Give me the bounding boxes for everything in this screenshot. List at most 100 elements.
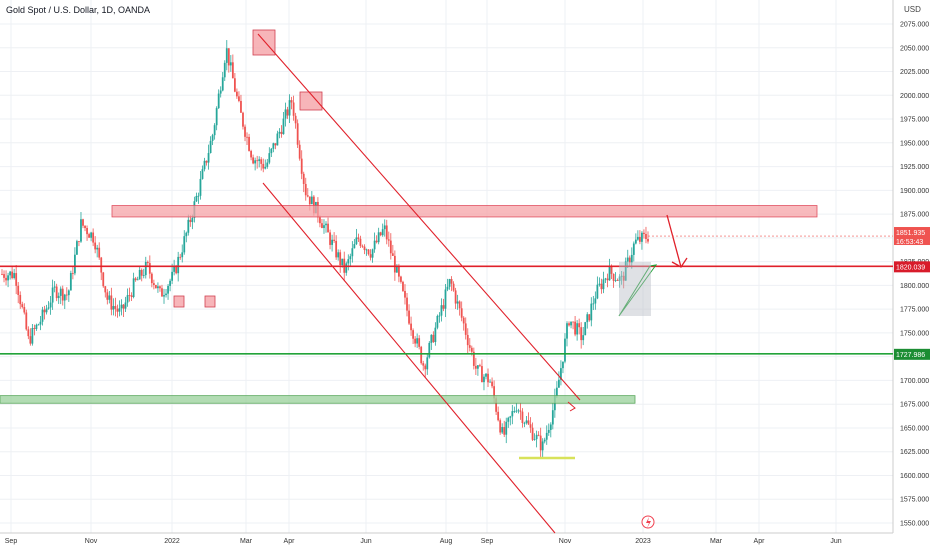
candle-body [161,288,163,297]
candle-body [618,276,621,281]
candle-body [213,125,216,136]
candle-body [582,335,585,341]
candle-body [146,261,149,264]
channel-upper-line [257,33,581,401]
candle-body [98,247,101,258]
candle-body [15,273,18,286]
candle-body [430,334,433,343]
candle-body [39,321,42,325]
candle-body [82,219,84,226]
candle-body [45,308,48,313]
candle-body [442,305,445,309]
candle-body [78,241,80,242]
candle-body [11,271,14,279]
candle-body [426,357,429,370]
candle-body [541,441,544,451]
projection-arrow-head [671,257,688,268]
candle-body [294,115,297,124]
candle-body [167,285,169,294]
time-tick-label: Mar [240,538,253,545]
candle-body [446,286,449,290]
candle-body [529,424,532,428]
candle-body [327,223,329,233]
candle-body [414,338,417,344]
candle-body [102,272,105,287]
candle-body [614,280,617,281]
candle-body [71,272,74,274]
candle-body [19,294,22,305]
candle-body [598,283,601,285]
price-tick-label: 1900.000 [900,188,929,195]
green-level-badge-bg [894,348,930,360]
candle-body [250,150,252,158]
candle-body [468,345,471,348]
candle-body [276,133,279,146]
time-tick-label: Sep [5,538,18,545]
candle-body [187,219,190,233]
candle-body [31,328,34,344]
candle-body [140,269,143,276]
candle-body [157,286,159,289]
candle-body [268,153,271,163]
candle-body [229,62,232,66]
candle-body [195,195,198,202]
candle-body [142,275,145,276]
price-tick-label: 1800.000 [900,283,929,290]
candle-body [464,323,467,335]
candle-body [333,239,336,241]
candle-body [643,232,645,234]
candle-body [122,304,125,309]
candle-body [481,366,483,383]
candle-body [645,233,647,240]
candle-body [592,303,595,305]
candle-body [638,236,641,242]
candle-body [33,328,36,329]
candle-body [288,100,291,116]
candle-body [523,422,526,424]
candle-body [628,257,631,263]
candle-body [412,330,414,339]
candle-body [266,162,269,167]
candle-body [57,295,60,299]
time-tick-label: Aug [440,538,453,545]
candle-body [404,290,406,298]
candle-body [373,240,376,250]
candle-body [389,240,392,254]
candle-body [225,48,228,63]
currency-label: USD [904,5,921,14]
candle-body [379,232,382,236]
candle-body [444,289,447,309]
candle-body [347,259,350,264]
candle-body [254,160,257,164]
price-tick-label: 1600.000 [900,473,929,480]
candle-body [450,279,453,284]
candle-body [272,143,275,149]
candle-body [505,421,508,435]
candle-body [428,342,431,358]
candle-body [292,102,295,116]
candle-body [132,278,135,298]
price-tick-label: 1700.000 [900,378,929,385]
candle-body [574,321,576,335]
candle-body [371,249,374,258]
candle-body [80,219,82,242]
candle-body [535,434,538,440]
time-tick-label: Mar [710,538,723,545]
candle-body [634,239,637,244]
candle-body [76,241,78,255]
candle-body [432,334,435,343]
candle-body [96,247,99,250]
candle-body [624,261,627,281]
lightning-icon[interactable] [641,515,655,529]
candle-body [434,327,437,343]
candle-body [351,248,354,257]
candle-body [217,93,220,109]
candle-body [69,272,72,291]
candle-body [345,263,348,273]
candle-body [124,302,127,309]
candle-body [357,237,360,239]
candle-body [286,109,289,116]
candle-body [474,365,477,369]
